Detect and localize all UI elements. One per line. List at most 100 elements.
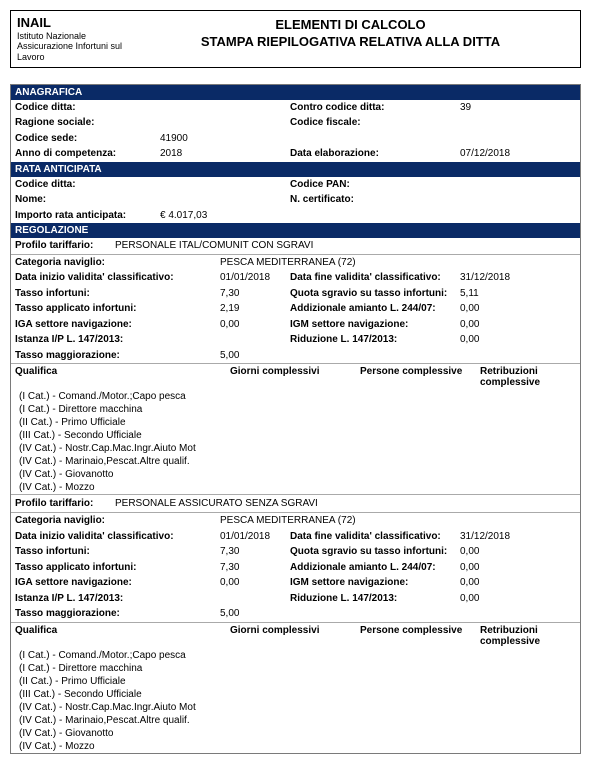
- row-codice-ditta: Codice ditta: Contro codice ditta: 39: [11, 100, 580, 116]
- row-p1-cat: Categoria naviglio: PESCA MEDITERRANEA (…: [11, 255, 580, 271]
- value: € 4.017,03: [160, 209, 290, 223]
- value: 31/12/2018: [460, 530, 576, 544]
- row-profilo2: Profilo tariffario: PERSONALE ASSICURATO…: [11, 494, 580, 512]
- row-rata-codice: Codice ditta: Codice PAN:: [11, 177, 580, 193]
- value: 07/12/2018: [460, 147, 576, 161]
- value: 7,30: [220, 545, 290, 559]
- document-header: INAIL Istituto Nazionale Assicurazione I…: [10, 10, 581, 68]
- label: Istanza I/P L. 147/2013:: [15, 333, 220, 347]
- qualifica-item: (IV Cat.) - Nostr.Cap.Mac.Ingr.Aiuto Mot: [11, 701, 580, 714]
- document-title: ELEMENTI DI CALCOLO STAMPA RIEPILOGATIVA…: [127, 15, 574, 51]
- qualifica-item: (I Cat.) - Comand./Motor.;Capo pesca: [11, 649, 580, 662]
- value: 01/01/2018: [220, 271, 290, 285]
- label: Tasso maggiorazione:: [15, 349, 220, 363]
- value: [460, 132, 576, 146]
- label: IGA settore navigazione:: [15, 318, 220, 332]
- row-anno: Anno di competenza: 2018 Data elaborazio…: [11, 146, 580, 162]
- title-line-1: ELEMENTI DI CALCOLO: [127, 17, 574, 34]
- value: 0,00: [220, 576, 290, 590]
- value: [220, 333, 290, 347]
- value: 39: [460, 101, 576, 115]
- label: Data inizio validita' classificativo:: [15, 530, 220, 544]
- value: [160, 116, 290, 130]
- label: Data fine validita' classificativo:: [290, 530, 460, 544]
- qualifica-item: (III Cat.) - Secondo Ufficiale: [11, 688, 580, 701]
- qualifica-item: (IV Cat.) - Marinaio,Pescat.Altre qualif…: [11, 455, 580, 468]
- qualifica-item: (IV Cat.) - Giovanotto: [11, 727, 580, 740]
- label: Data fine validita' classificativo:: [290, 271, 460, 285]
- row-ragione: Ragione sociale: Codice fiscale:: [11, 115, 580, 131]
- label: Codice PAN:: [290, 178, 460, 192]
- value: [160, 193, 290, 207]
- title-line-2: STAMPA RIEPILOGATIVA RELATIVA ALLA DITTA: [127, 34, 574, 51]
- col-qualifica: Qualifica: [15, 625, 230, 647]
- qualifica-item: (IV Cat.) - Mozzo: [11, 481, 580, 494]
- value: 0,00: [460, 333, 576, 347]
- value: 0,00: [460, 302, 576, 316]
- row-p1-istanza: Istanza I/P L. 147/2013: Riduzione L. 14…: [11, 332, 580, 348]
- col-retribuzioni: Retribuzioni complessive: [480, 625, 576, 647]
- value: 0,00: [220, 318, 290, 332]
- section-anagrafica: ANAGRAFICA: [11, 85, 580, 100]
- label: Tasso applicato infortuni:: [15, 302, 220, 316]
- row-p1-app: Tasso applicato infortuni: 2,19 Addizion…: [11, 301, 580, 317]
- row-p2-magg: Tasso maggiorazione: 5,00: [11, 606, 580, 622]
- row-p2-cat: Categoria naviglio: PESCA MEDITERRANEA (…: [11, 513, 580, 529]
- value: 5,00: [220, 607, 290, 621]
- value: 7,30: [220, 287, 290, 301]
- value: [160, 178, 290, 192]
- label: Istanza I/P L. 147/2013:: [15, 592, 220, 606]
- label: Riduzione L. 147/2013:: [290, 592, 460, 606]
- label: Tasso infortuni:: [15, 545, 220, 559]
- value: 2018: [160, 147, 290, 161]
- value: [160, 101, 290, 115]
- label: Addizionale amianto L. 244/07:: [290, 561, 460, 575]
- col-qualifica: Qualifica: [15, 366, 230, 388]
- label: Riduzione L. 147/2013:: [290, 333, 460, 347]
- label: Nome:: [15, 193, 160, 207]
- inail-subtitle: Istituto Nazionale Assicurazione Infortu…: [17, 31, 127, 63]
- qualifica-item: (II Cat.) - Primo Ufficiale: [11, 675, 580, 688]
- row-rata-nome: Nome: N. certificato:: [11, 192, 580, 208]
- label: IGM settore navigazione:: [290, 318, 460, 332]
- label: IGA settore navigazione:: [15, 576, 220, 590]
- col-giorni: Giorni complessivi: [230, 366, 360, 388]
- label: Profilo tariffario:: [15, 239, 115, 253]
- value: [460, 116, 576, 130]
- qualifica-header: Qualifica Giorni complessivi Persone com…: [11, 363, 580, 390]
- label: Profilo tariffario:: [15, 498, 115, 509]
- value: 5,00: [220, 349, 290, 363]
- label: Quota sgravio su tasso infortuni:: [290, 545, 460, 559]
- value: 0,00: [460, 545, 576, 559]
- value: [460, 193, 576, 207]
- row-p1-tasso: Tasso infortuni: 7,30 Quota sgravio su t…: [11, 286, 580, 302]
- label: Codice ditta:: [15, 101, 160, 115]
- value: 0,00: [460, 318, 576, 332]
- value: 2,19: [220, 302, 290, 316]
- value: PERSONALE ASSICURATO SENZA SGRAVI: [115, 498, 318, 509]
- section-regolazione: REGOLAZIONE: [11, 223, 580, 238]
- qualifica-item: (IV Cat.) - Nostr.Cap.Mac.Ingr.Aiuto Mot: [11, 442, 580, 455]
- col-persone: Persone complessive: [360, 366, 480, 388]
- label: Addizionale amianto L. 244/07:: [290, 302, 460, 316]
- label: Categoria naviglio:: [15, 514, 220, 528]
- qualifica-item: (I Cat.) - Comand./Motor.;Capo pesca: [11, 390, 580, 403]
- value: 0,00: [460, 592, 576, 606]
- row-p2-istanza: Istanza I/P L. 147/2013: Riduzione L. 14…: [11, 591, 580, 607]
- label: Importo rata anticipata:: [15, 209, 160, 223]
- section-rata: RATA ANTICIPATA: [11, 162, 580, 177]
- value: 01/01/2018: [220, 530, 290, 544]
- value: PERSONALE ITAL/COMUNIT CON SGRAVI: [115, 239, 313, 253]
- row-p1-magg: Tasso maggiorazione: 5,00: [11, 348, 580, 364]
- qualifica-item: (IV Cat.) - Marinaio,Pescat.Altre qualif…: [11, 714, 580, 727]
- row-p2-tasso: Tasso infortuni: 7,30 Quota sgravio su t…: [11, 544, 580, 560]
- qualifica-item: (IV Cat.) - Mozzo: [11, 740, 580, 753]
- value: 7,30: [220, 561, 290, 575]
- qualifica-item: (IV Cat.) - Giovanotto: [11, 468, 580, 481]
- label: Ragione sociale:: [15, 116, 160, 130]
- qualifica-header: Qualifica Giorni complessivi Persone com…: [11, 622, 580, 649]
- row-p2-iga: IGA settore navigazione: 0,00 IGM settor…: [11, 575, 580, 591]
- value: [220, 592, 290, 606]
- value: PESCA MEDITERRANEA (72): [220, 514, 356, 528]
- label: IGM settore navigazione:: [290, 576, 460, 590]
